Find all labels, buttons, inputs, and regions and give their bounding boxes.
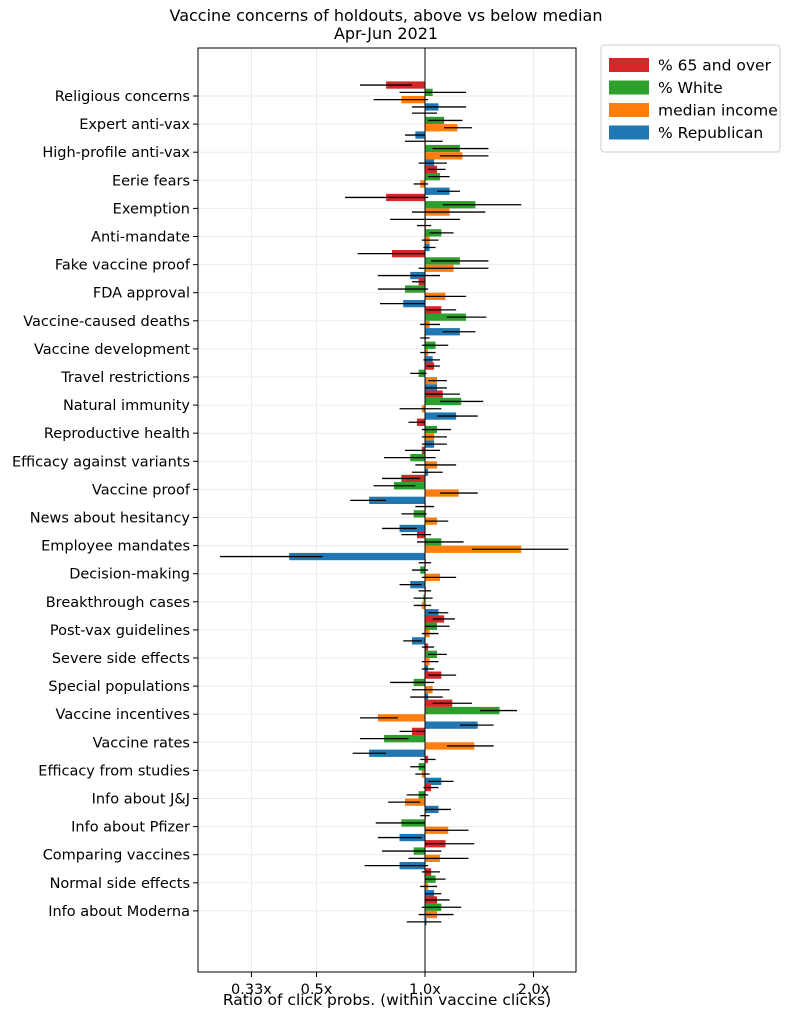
error-bars bbox=[220, 84, 569, 923]
y-tick-label-severe-side-effects: Severe side effects bbox=[52, 651, 190, 667]
y-tick-label-post-vax-guidelines: Post-vax guidelines bbox=[50, 623, 190, 639]
chart-subtitle: Apr-Jun 2021 bbox=[334, 24, 438, 43]
y-tick-label-natural-immunity: Natural immunity bbox=[63, 398, 190, 414]
y-tick-label-vaccine-rates: Vaccine rates bbox=[93, 735, 190, 751]
y-tick-label-fda-approval: FDA approval bbox=[93, 286, 190, 302]
y-tick-label-reproductive-health: Reproductive health bbox=[44, 426, 190, 442]
legend-label-republican: % Republican bbox=[658, 124, 763, 142]
y-tick-label-efficacy-against-variants: Efficacy against variants bbox=[12, 454, 190, 470]
y-tick-label-employee-mandates: Employee mandates bbox=[41, 539, 190, 555]
y-tick-label-expert-anti-vax: Expert anti-vax bbox=[79, 117, 190, 133]
y-tick-label-vaccine-proof: Vaccine proof bbox=[92, 482, 191, 498]
x-tick-label-0: 0.33x bbox=[231, 982, 272, 998]
chart-title: Vaccine concerns of holdouts, above vs b… bbox=[169, 6, 602, 25]
bar-republican-vaccine-rates bbox=[369, 749, 425, 757]
y-tick-label-religious-concerns: Religious concerns bbox=[55, 89, 190, 105]
y-tick-label-efficacy-from-studies: Efficacy from studies bbox=[38, 763, 190, 779]
bar-republican-vaccine-proof bbox=[369, 496, 425, 504]
plot-frame bbox=[197, 47, 577, 973]
legend-label-white: % White bbox=[658, 79, 723, 97]
x-tick-label-2: 1.0x bbox=[409, 982, 441, 998]
x-axis: 0.33x 0.5x 1.0x 2.0x bbox=[231, 972, 550, 998]
grid bbox=[198, 48, 576, 972]
y-tick-label-fake-vaccine-proof: Fake vaccine proof bbox=[55, 258, 191, 274]
x-tick-label-1: 0.5x bbox=[301, 982, 333, 998]
bar-median-income-vaccine-incentives bbox=[377, 714, 425, 722]
legend-label-65-and-over: % 65 and over bbox=[658, 57, 772, 75]
y-tick-label-info-about-j-j: Info about J&J bbox=[92, 792, 190, 808]
y-tick-label-travel-restrictions: Travel restrictions bbox=[60, 370, 190, 386]
bar-republican-vaccine-caused-deaths bbox=[425, 328, 460, 336]
y-tick-label-decision-making: Decision-making bbox=[69, 567, 190, 583]
y-tick-label-info-about-moderna: Info about Moderna bbox=[48, 904, 190, 920]
y-tick-label-special-populations: Special populations bbox=[48, 679, 190, 695]
legend: % 65 and over % White median income % Repub… bbox=[600, 44, 781, 153]
legend-swatch-65-and-over bbox=[609, 58, 649, 72]
y-tick-label-comparing-vaccines: Comparing vaccines bbox=[43, 848, 190, 864]
y-tick-label-anti-mandate: Anti-mandate bbox=[91, 230, 190, 246]
legend-swatch-white bbox=[609, 80, 649, 95]
bar-republican-employee-mandates bbox=[289, 552, 425, 561]
y-tick-label-vaccine-caused-deaths: Vaccine-caused deaths bbox=[23, 314, 190, 330]
y-tick-label-normal-side-effects: Normal side effects bbox=[50, 876, 190, 892]
y-axis: Religious concerns Expert anti-vax High-pr… bbox=[12, 89, 198, 920]
bar-white-vaccine-caused-deaths bbox=[425, 313, 467, 321]
y-tick-label-eerie-fears: Eerie fears bbox=[112, 173, 190, 189]
legend-label-median-income: median income bbox=[658, 102, 778, 120]
bar-white-vaccine-incentives bbox=[425, 706, 500, 715]
y-tick-label-high-profile-anti-vax: High-profile anti-vax bbox=[42, 145, 190, 161]
y-tick-label-vaccine-incentives: Vaccine incentives bbox=[56, 707, 190, 723]
y-tick-label-news-about-hesitancy: News about hesitancy bbox=[30, 511, 191, 527]
legend-swatch-republican bbox=[609, 125, 649, 140]
y-tick-label-breakthrough-cases: Breakthrough cases bbox=[46, 595, 190, 611]
x-tick-label-3: 2.0x bbox=[518, 982, 550, 998]
legend-swatch-median-income bbox=[609, 103, 649, 117]
y-tick-label-exemption: Exemption bbox=[113, 201, 190, 217]
y-tick-label-info-about-pfizer: Info about Pfizer bbox=[71, 820, 190, 836]
x-axis-label: Ratio of click probs. (within vaccine cl… bbox=[223, 991, 551, 1009]
bar-median-income-expert-anti-vax bbox=[425, 124, 458, 132]
y-tick-label-vaccine-development: Vaccine development bbox=[34, 342, 190, 358]
bar-republican-vaccine-incentives bbox=[425, 721, 478, 729]
